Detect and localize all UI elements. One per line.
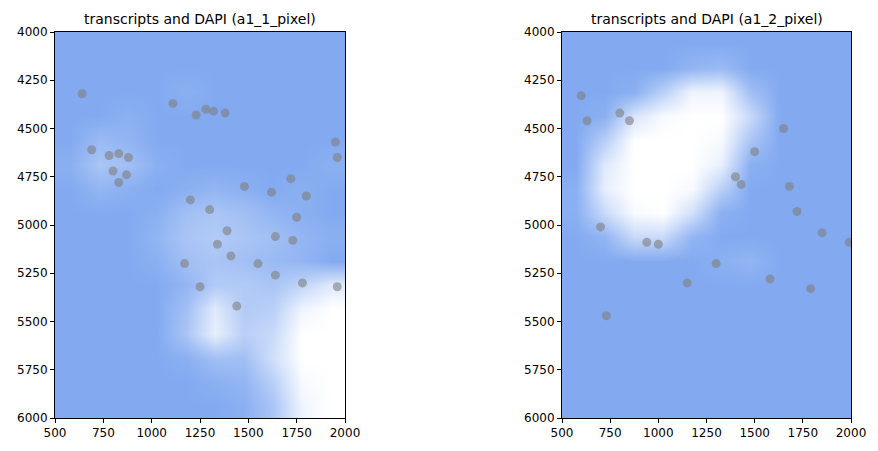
svg-text:500: 500 bbox=[551, 426, 574, 440]
svg-text:4000: 4000 bbox=[17, 25, 48, 39]
svg-text:1750: 1750 bbox=[281, 426, 312, 440]
svg-text:5000: 5000 bbox=[17, 218, 48, 232]
svg-text:5000: 5000 bbox=[524, 218, 555, 232]
svg-text:5500: 5500 bbox=[17, 315, 48, 329]
svg-text:5750: 5750 bbox=[17, 363, 48, 377]
svg-text:500: 500 bbox=[44, 426, 67, 440]
svg-text:6000: 6000 bbox=[17, 411, 48, 425]
svg-text:1000: 1000 bbox=[643, 426, 674, 440]
svg-text:5500: 5500 bbox=[524, 315, 555, 329]
svg-text:5250: 5250 bbox=[17, 266, 48, 280]
svg-text:750: 750 bbox=[92, 426, 115, 440]
svg-text:1000: 1000 bbox=[136, 426, 167, 440]
svg-text:4500: 4500 bbox=[17, 122, 48, 136]
svg-text:4000: 4000 bbox=[524, 25, 555, 39]
svg-text:5250: 5250 bbox=[524, 266, 555, 280]
svg-text:4750: 4750 bbox=[524, 170, 555, 184]
svg-text:2000: 2000 bbox=[836, 426, 867, 440]
svg-text:4250: 4250 bbox=[17, 73, 48, 87]
svg-text:1500: 1500 bbox=[739, 426, 770, 440]
svg-text:750: 750 bbox=[599, 426, 622, 440]
svg-text:1250: 1250 bbox=[691, 426, 722, 440]
svg-text:2000: 2000 bbox=[330, 426, 361, 440]
svg-text:4500: 4500 bbox=[524, 122, 555, 136]
svg-text:1750: 1750 bbox=[788, 426, 819, 440]
svg-text:transcripts and DAPI (a1_2_pix: transcripts and DAPI (a1_2_pixel) bbox=[591, 11, 823, 27]
svg-text:1250: 1250 bbox=[185, 426, 216, 440]
svg-text:transcripts and DAPI (a1_1_pix: transcripts and DAPI (a1_1_pixel) bbox=[84, 11, 316, 27]
svg-text:6000: 6000 bbox=[524, 411, 555, 425]
svg-text:4250: 4250 bbox=[524, 73, 555, 87]
svg-text:4750: 4750 bbox=[17, 170, 48, 184]
svg-text:1500: 1500 bbox=[233, 426, 264, 440]
svg-text:5750: 5750 bbox=[524, 363, 555, 377]
